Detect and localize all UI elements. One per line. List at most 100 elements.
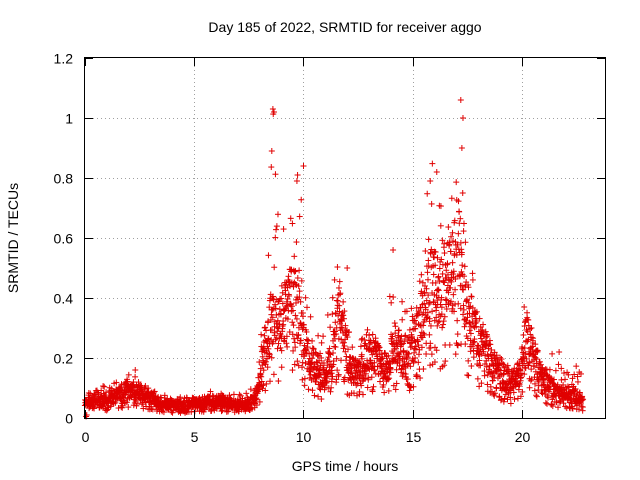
data-point [520, 331, 527, 338]
data-point [445, 224, 452, 231]
data-point [519, 388, 526, 395]
data-point [454, 331, 461, 338]
data-point [437, 301, 444, 308]
data-point [344, 334, 351, 341]
data-point [470, 339, 477, 346]
data-point [289, 331, 296, 338]
data-point [348, 369, 355, 376]
data-point [364, 384, 371, 391]
data-point [525, 316, 532, 323]
data-point [540, 376, 547, 383]
data-point [443, 267, 450, 274]
data-point [274, 317, 281, 324]
data-point [306, 350, 313, 357]
data-point [482, 328, 489, 335]
data-point [460, 228, 467, 235]
data-point [339, 325, 346, 332]
data-point [414, 373, 421, 380]
data-point [364, 361, 371, 368]
data-point [528, 334, 535, 341]
data-point [330, 350, 337, 357]
data-point [433, 347, 440, 354]
data-point [333, 355, 340, 362]
data-point [230, 391, 237, 398]
data-point [393, 345, 400, 352]
data-point [386, 293, 393, 300]
data-point [293, 239, 300, 246]
data-point [454, 241, 461, 248]
y-tick-label: 0.4 [54, 291, 74, 307]
data-point [265, 252, 272, 259]
data-point [371, 359, 378, 366]
data-point [402, 332, 409, 339]
data-point [277, 311, 284, 318]
x-tick-label: 10 [296, 429, 312, 445]
data-point [412, 354, 419, 361]
axis-ticks [85, 58, 605, 419]
data-point [265, 336, 272, 343]
data-point [350, 390, 357, 397]
data-point [365, 376, 372, 383]
data-point [342, 322, 349, 329]
data-point [298, 277, 305, 284]
data-point [395, 332, 402, 339]
data-point [356, 388, 363, 395]
data-point [336, 278, 343, 285]
data-point [466, 327, 473, 334]
data-point [433, 314, 440, 321]
data-point [385, 387, 392, 394]
data-point [362, 370, 369, 377]
data-point [296, 267, 303, 274]
data-point [303, 328, 310, 335]
data-point [303, 336, 310, 343]
data-point [262, 324, 269, 331]
data-point [415, 359, 422, 366]
data-point [151, 388, 158, 395]
data-point [474, 342, 481, 349]
data-point [477, 362, 484, 369]
data-point [372, 335, 379, 342]
data-point [434, 322, 441, 329]
data-point [347, 360, 354, 367]
data-point [429, 308, 436, 315]
data-point [466, 310, 473, 317]
data-point [417, 375, 424, 382]
y-axis-title: SRMTID / TECUs [5, 183, 21, 293]
data-point [268, 354, 275, 361]
data-point [467, 348, 474, 355]
data-point [569, 405, 576, 412]
data-point [415, 342, 422, 349]
data-point [333, 376, 340, 383]
data-point [406, 326, 413, 333]
data-point [469, 270, 476, 277]
data-point [292, 344, 299, 351]
data-point [296, 213, 303, 220]
data-point [487, 341, 494, 348]
data-point [334, 367, 341, 374]
data-point [424, 309, 431, 316]
data-point [283, 333, 290, 340]
data-point [385, 376, 392, 383]
data-point [422, 248, 429, 255]
data-point [428, 246, 435, 253]
data-point [431, 254, 438, 261]
data-point [560, 370, 567, 377]
data-point [274, 211, 281, 218]
data-point [341, 308, 348, 315]
data-point [420, 322, 427, 329]
data-point [399, 316, 406, 323]
data-point [381, 389, 388, 396]
data-point [419, 279, 426, 286]
data-point [496, 393, 503, 400]
data-point [517, 393, 524, 400]
data-point [423, 351, 430, 358]
data-point [449, 229, 456, 236]
data-point [400, 348, 407, 355]
data-point [341, 378, 348, 385]
data-point [292, 281, 299, 288]
data-point [457, 215, 464, 222]
data-point [390, 247, 397, 253]
data-point [349, 373, 356, 380]
data-point [443, 297, 450, 304]
